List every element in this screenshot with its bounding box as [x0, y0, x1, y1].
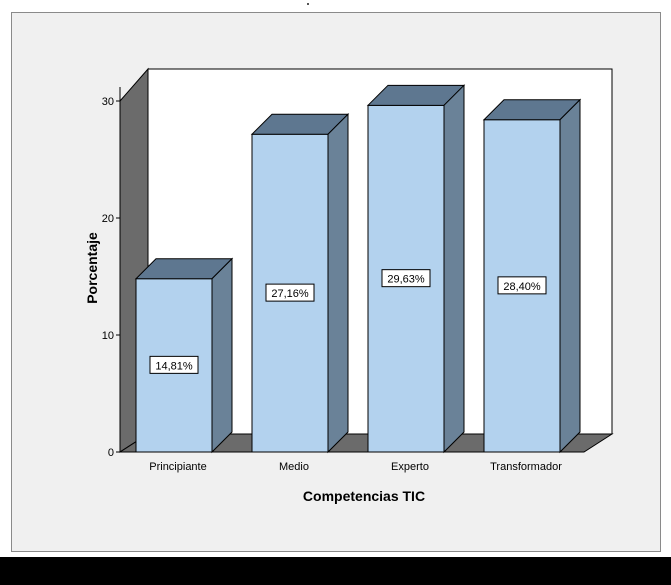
bar: 28,40% [482, 98, 582, 454]
y-tick-label: 20 [102, 213, 114, 225]
data-label: 27,16% [265, 283, 315, 302]
x-tick-labels: Principiante Medio Experto Transformador [149, 461, 562, 473]
y-tick-label: 10 [102, 330, 114, 342]
bottom-bar [0, 557, 671, 585]
data-label-box [381, 269, 431, 288]
data-label-text: 14,81% [155, 360, 193, 372]
bar-side [559, 98, 581, 454]
y-tick-label: 30 [102, 96, 114, 108]
data-label-box [497, 276, 547, 295]
data-label: 28,40% [497, 276, 547, 295]
bar: 27,16% [250, 113, 350, 454]
bar-side [443, 84, 465, 454]
data-label: 29,63% [381, 269, 431, 288]
data-label-box [265, 283, 315, 302]
x-axis-title: Competencias TIC [303, 488, 425, 504]
x-tick-label: Transformador [490, 461, 562, 473]
y-axis: 0 10 20 30 [102, 87, 121, 459]
data-label-text: 28,40% [503, 281, 541, 293]
data-label-box [149, 355, 199, 374]
y-axis-title: Porcentaje [84, 232, 100, 304]
data-label: 14,81% [149, 355, 199, 374]
bars: 14,81% 27,16% 29,63% 28,40% [134, 84, 582, 454]
bar: 29,63% [366, 84, 466, 454]
data-label-text: 29,63% [387, 274, 425, 286]
x-tick-label: Medio [279, 461, 309, 473]
stray-dot [307, 3, 309, 5]
data-label-text: 27,16% [271, 288, 309, 300]
bar: 14,81% [134, 257, 234, 454]
x-tick-label: Experto [391, 461, 429, 473]
y-tick-label: 0 [108, 447, 114, 459]
bar-side [327, 113, 349, 454]
bar-side [211, 257, 233, 454]
x-tick-label: Principiante [149, 461, 206, 473]
